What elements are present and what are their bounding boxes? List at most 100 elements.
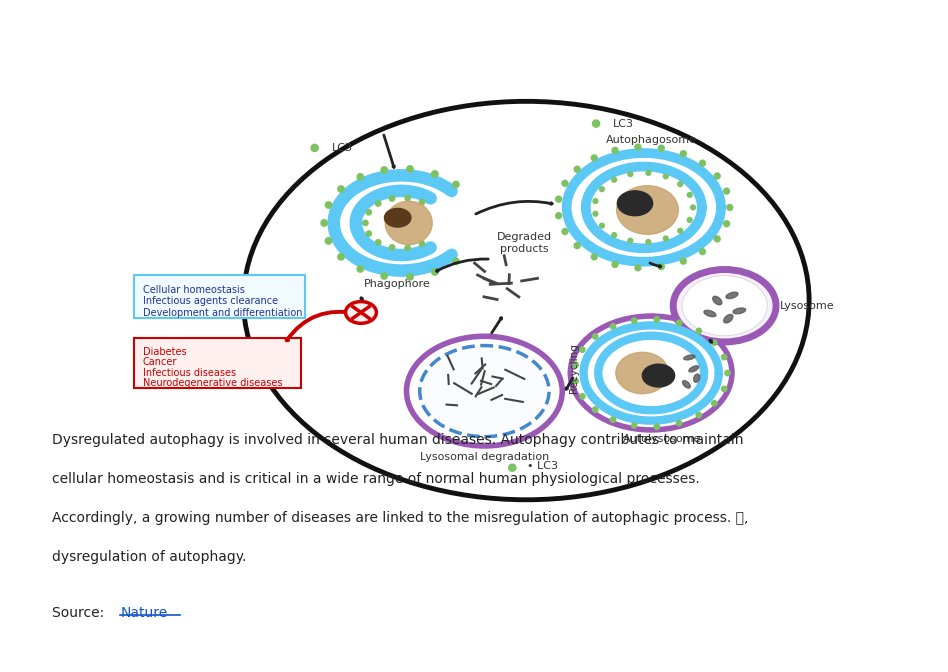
Point: [574, 344, 590, 355]
Point: [402, 163, 417, 174]
Text: Development and differentiation: Development and differentiation: [143, 308, 302, 319]
Text: Phagophore: Phagophore: [364, 279, 431, 289]
Point: [589, 118, 604, 129]
Point: [334, 251, 349, 262]
Point: [334, 183, 349, 194]
Point: [608, 259, 623, 270]
Text: Source:: Source:: [52, 606, 109, 620]
Point: [641, 167, 656, 178]
Point: [353, 171, 368, 182]
Point: [448, 256, 464, 267]
Point: [623, 235, 638, 246]
Ellipse shape: [617, 191, 652, 216]
FancyBboxPatch shape: [134, 276, 305, 318]
Ellipse shape: [694, 374, 700, 382]
Text: cellular homeostasis and is critical in a wide range of normal human physiologic: cellular homeostasis and is critical in …: [52, 472, 700, 487]
Ellipse shape: [616, 352, 668, 394]
Point: [588, 208, 603, 219]
Point: [608, 145, 623, 156]
Point: [685, 202, 701, 213]
Point: [717, 384, 732, 394]
Point: [691, 325, 706, 336]
Ellipse shape: [704, 310, 716, 317]
Point: [695, 158, 710, 169]
Ellipse shape: [616, 185, 679, 235]
Ellipse shape: [643, 364, 675, 387]
Text: Infectious diseases: Infectious diseases: [143, 368, 236, 378]
Point: [630, 142, 646, 153]
Text: Cellular homeostasis: Cellular homeostasis: [143, 284, 245, 294]
Point: [568, 360, 583, 370]
Point: [371, 237, 386, 248]
Text: Diabetes: Diabetes: [143, 347, 187, 357]
Point: [654, 142, 669, 153]
Text: Lysosome: Lysosome: [779, 301, 834, 310]
Point: [574, 391, 590, 402]
Ellipse shape: [689, 366, 699, 372]
Point: [606, 321, 621, 332]
Text: dysregulation of autophagy.: dysregulation of autophagy.: [52, 550, 246, 564]
Ellipse shape: [683, 380, 690, 388]
Point: [627, 315, 642, 326]
Text: Infectious agents clearance: Infectious agents clearance: [143, 296, 278, 306]
Point: [641, 237, 656, 247]
Point: [630, 263, 646, 274]
Ellipse shape: [713, 296, 721, 305]
Point: [504, 462, 520, 473]
Point: [710, 233, 725, 244]
Ellipse shape: [385, 201, 432, 245]
Text: LC3: LC3: [332, 143, 353, 153]
Point: [321, 235, 337, 246]
Point: [594, 220, 610, 231]
Text: Autolysosome: Autolysosome: [623, 434, 702, 444]
Point: [607, 174, 622, 185]
Point: [683, 214, 698, 225]
Text: Recycling: Recycling: [569, 343, 579, 392]
FancyBboxPatch shape: [134, 338, 301, 388]
Point: [385, 193, 400, 204]
Point: [414, 239, 429, 249]
Point: [557, 226, 573, 237]
Point: [570, 164, 585, 175]
Point: [307, 142, 322, 153]
Point: [676, 256, 691, 267]
Ellipse shape: [733, 308, 746, 314]
Text: Accordingly, a growing number of diseases are linked to the misregulation of aut: Accordingly, a growing number of disease…: [52, 511, 749, 526]
Text: Degraded
products: Degraded products: [497, 233, 552, 254]
Text: Dysregulated autophagy is involved in several human diseases. Autophagy contribu: Dysregulated autophagy is involved in se…: [52, 433, 743, 448]
Circle shape: [673, 269, 776, 342]
Point: [361, 207, 376, 218]
Point: [706, 398, 721, 409]
Point: [623, 169, 638, 179]
Point: [719, 218, 734, 229]
Point: [722, 202, 738, 213]
Point: [691, 410, 706, 421]
Point: [376, 165, 392, 175]
Point: [649, 421, 665, 432]
Point: [551, 194, 566, 204]
Point: [353, 263, 368, 274]
Point: [607, 230, 622, 241]
Point: [400, 193, 415, 204]
Point: [720, 368, 735, 378]
Point: [557, 178, 573, 189]
Point: [321, 200, 337, 210]
Text: • LC3: • LC3: [527, 461, 558, 471]
Point: [587, 153, 602, 163]
Text: Autophagosome: Autophagosome: [606, 135, 697, 145]
Circle shape: [420, 345, 549, 437]
Point: [671, 318, 686, 329]
Point: [719, 185, 734, 196]
Text: Nature: Nature: [120, 606, 168, 620]
Point: [594, 183, 610, 194]
Point: [671, 418, 686, 429]
Point: [588, 405, 603, 415]
Circle shape: [682, 276, 767, 336]
Point: [676, 149, 691, 159]
Point: [570, 241, 585, 251]
Point: [658, 233, 673, 244]
Point: [706, 337, 721, 348]
Point: [683, 190, 698, 200]
Circle shape: [345, 302, 376, 323]
Text: LC3: LC3: [613, 118, 634, 128]
